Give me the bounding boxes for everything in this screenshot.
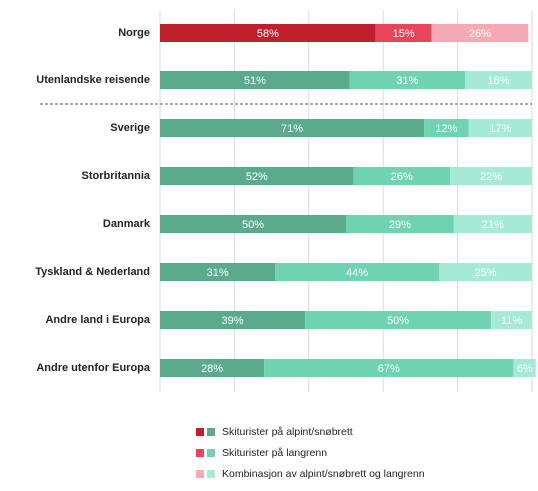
bar-segment — [375, 24, 432, 42]
data-label: 50% — [387, 315, 409, 327]
data-label: 26% — [469, 28, 491, 40]
bar-segment — [465, 71, 532, 89]
data-label: 58% — [257, 28, 279, 40]
legend-swatch — [207, 449, 215, 457]
data-label: 67% — [378, 363, 400, 375]
legend-swatch — [196, 470, 204, 478]
legend-swatch — [207, 470, 215, 478]
bar-segment — [424, 119, 469, 137]
bar-segment — [439, 263, 532, 281]
category-label: Andre land i Europa — [45, 314, 150, 326]
bar-segment — [160, 24, 376, 42]
bar-segment — [305, 311, 492, 329]
data-label: 50% — [242, 219, 264, 231]
bar-segment — [160, 311, 306, 329]
data-label: 26% — [391, 171, 413, 183]
legend-swatch — [196, 428, 204, 436]
category-label: Danmark — [103, 218, 151, 230]
bar-segment — [353, 167, 451, 185]
bar-segment — [160, 119, 425, 137]
legend-label: Kombinasjon av alpint/snøbrett og langre… — [222, 468, 425, 480]
data-label: 31% — [396, 75, 418, 87]
bar-segment — [160, 263, 276, 281]
data-label: 28% — [201, 363, 223, 375]
legend-label: Skiturister på alpint/snøbrett — [222, 426, 353, 438]
data-label: 17% — [489, 123, 511, 135]
bar-segment — [513, 359, 536, 377]
bar-segment — [160, 167, 354, 185]
data-label: 11% — [501, 315, 522, 327]
bar-segment — [264, 359, 514, 377]
data-label: 52% — [246, 171, 268, 183]
data-label: 12% — [435, 123, 457, 135]
category-label: Sverige — [110, 122, 150, 134]
bar-segment — [160, 71, 350, 89]
bar-segment — [450, 167, 532, 185]
data-label: 21% — [482, 219, 504, 231]
category-label: Norge — [118, 27, 150, 39]
data-label: 15% — [393, 28, 415, 40]
data-label: 18% — [488, 75, 510, 87]
data-label: 31% — [207, 267, 229, 279]
data-label: 71% — [281, 123, 303, 135]
bar-segment — [346, 215, 454, 233]
bar-segment — [275, 263, 439, 281]
data-label: 29% — [389, 219, 411, 231]
bar-segment — [349, 71, 466, 89]
data-label: 51% — [244, 75, 266, 87]
bar-segment — [160, 359, 265, 377]
category-label: Utenlandske reisende — [36, 74, 150, 86]
bar-segment — [491, 311, 532, 329]
data-label: 22% — [480, 171, 502, 183]
bar-segment — [468, 119, 532, 137]
data-label: 44% — [346, 267, 368, 279]
bar-segment — [453, 215, 532, 233]
bar-segment — [431, 24, 529, 42]
bar-segment — [160, 215, 346, 233]
data-label: 25% — [474, 267, 496, 279]
legend-label: Skiturister på langrenn — [222, 447, 327, 459]
category-label: Storbritannia — [82, 170, 151, 182]
category-label: Andre utenfor Europa — [36, 362, 151, 374]
data-label: 6% — [517, 363, 533, 375]
category-label: Tyskland & Nederland — [35, 266, 150, 278]
legend-swatch — [196, 449, 204, 457]
data-label: 39% — [222, 315, 244, 327]
legend-swatch — [207, 428, 215, 436]
